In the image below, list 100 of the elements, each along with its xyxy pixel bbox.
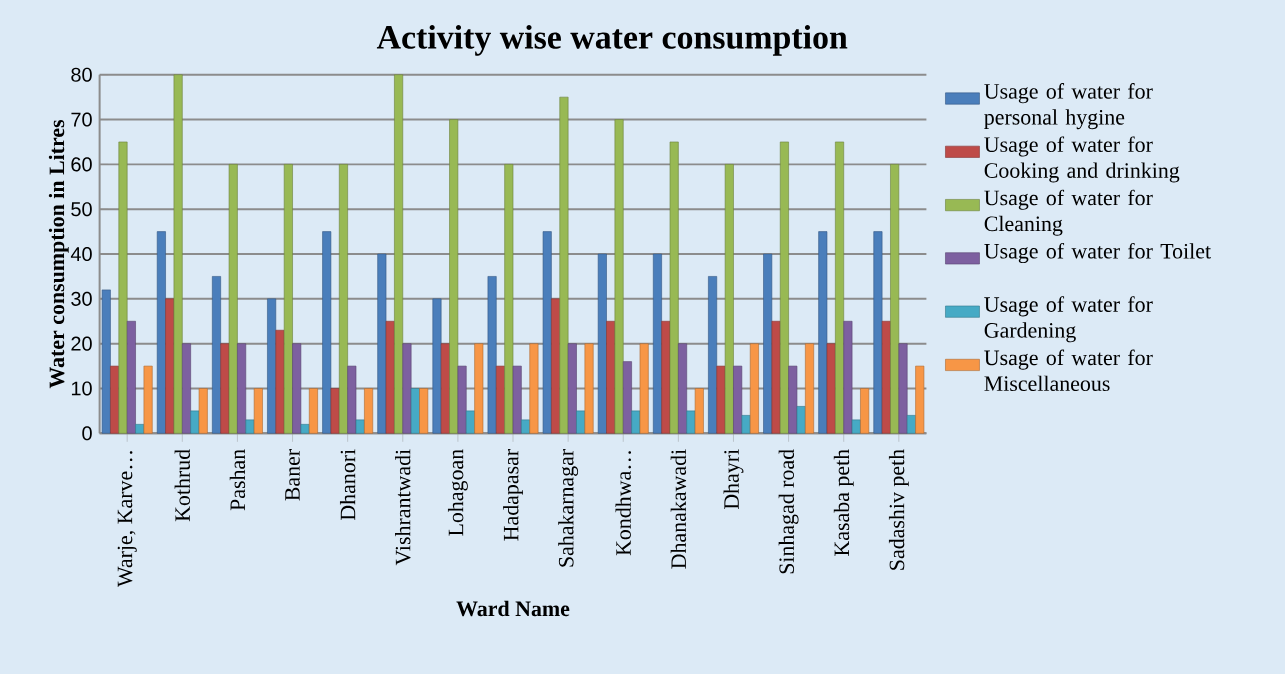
bar	[283, 163, 293, 434]
y-tick-label: 60	[71, 157, 92, 172]
y-tick-label: 20	[71, 336, 92, 351]
bar	[733, 365, 743, 434]
x-tick-label: Kondhwa…	[615, 451, 632, 556]
bar	[267, 298, 277, 434]
bar	[576, 410, 586, 434]
bar	[805, 343, 814, 434]
legend-label: Usage of water for Miscellaneous	[984, 349, 1153, 391]
bar	[906, 414, 916, 434]
bar	[669, 141, 679, 434]
bar	[118, 141, 128, 434]
bar	[182, 343, 191, 434]
bar	[228, 163, 238, 434]
bar	[126, 320, 136, 434]
bar	[237, 343, 247, 434]
bar	[275, 329, 285, 434]
x-tick-label: Lohagoan	[447, 449, 468, 536]
bar	[606, 320, 616, 434]
bar	[364, 388, 374, 434]
bar	[385, 320, 395, 434]
y-tick-label: 10	[71, 381, 92, 396]
bar	[639, 343, 649, 434]
x-tick-label: Sadashiv peth	[888, 448, 909, 570]
bar	[843, 320, 853, 434]
bar	[779, 141, 789, 434]
x-tick-label: Dhanakawadi	[670, 449, 687, 569]
bar	[245, 419, 255, 434]
bar	[567, 343, 577, 434]
bar	[449, 119, 459, 434]
bar	[292, 343, 302, 434]
bar	[330, 388, 340, 434]
bar	[156, 231, 166, 434]
bar	[173, 74, 183, 434]
bar	[788, 365, 798, 434]
x-axis-title: Ward Name	[456, 600, 570, 617]
x-tick-label: Dhayri	[723, 449, 744, 509]
bar	[796, 405, 806, 434]
bar	[143, 365, 153, 434]
x-tick-label: Baner	[285, 448, 300, 501]
bar	[860, 388, 870, 434]
bar	[465, 410, 475, 434]
bar	[419, 388, 429, 434]
bar	[135, 423, 145, 434]
bar	[551, 298, 561, 434]
bar	[631, 410, 641, 434]
y-tick-label: 50	[71, 201, 92, 217]
bar	[394, 74, 404, 434]
y-tick-label: 0	[82, 426, 92, 441]
bar	[708, 275, 718, 434]
bar	[749, 343, 759, 434]
bar	[898, 343, 908, 434]
bar	[198, 388, 208, 434]
y-tick-label: 70	[71, 112, 92, 127]
bar	[504, 163, 514, 434]
bar	[881, 320, 891, 434]
legend-label: Usage of water for Cooking and drinking	[984, 136, 1180, 183]
y-tick-label: 40	[70, 246, 92, 261]
bar	[716, 365, 726, 434]
bar	[818, 231, 828, 434]
bar	[763, 253, 773, 434]
legend-label: Usage of water for Gardening	[984, 296, 1153, 343]
x-tick-label: Sahakarnagar	[558, 448, 579, 567]
bar	[474, 343, 484, 434]
chart-title: Activity wise water consumption	[376, 24, 848, 56]
x-tick-label: Vishrantwadi	[395, 449, 411, 566]
bar	[101, 289, 111, 434]
bar	[322, 231, 332, 434]
x-tick-label: Kasaba peth	[833, 448, 854, 556]
bar	[584, 343, 594, 434]
bar	[724, 163, 734, 434]
x-tick-label: Hadapasar	[503, 448, 523, 541]
bar	[347, 365, 357, 434]
bar	[694, 388, 704, 434]
bar	[457, 365, 467, 434]
bar	[440, 343, 450, 434]
bar	[377, 253, 387, 434]
bar	[432, 298, 442, 434]
bar	[835, 141, 845, 434]
bar	[338, 163, 348, 434]
bar	[851, 419, 861, 434]
bar	[521, 419, 531, 434]
bar	[402, 343, 412, 434]
y-tick-label: 30	[71, 291, 92, 306]
x-tick-label: Warje, Karve…	[117, 451, 137, 587]
bar	[686, 410, 696, 434]
bar	[678, 343, 688, 434]
bar	[300, 423, 310, 434]
bar	[741, 414, 751, 434]
y-tick-label: 80	[71, 67, 92, 82]
legend-label: Usage of water for Cleaning	[984, 189, 1153, 236]
x-tick-label: Kothrud	[174, 448, 191, 522]
bar	[661, 320, 671, 434]
legend-label: Usage of water for personal hygine	[984, 82, 1153, 129]
x-tick-label: Pashan	[229, 449, 246, 511]
bar	[559, 96, 569, 434]
bar	[495, 365, 505, 434]
bar	[212, 275, 221, 434]
legend-label: Usage of water for Toilet	[984, 242, 1211, 263]
bar	[652, 253, 662, 434]
